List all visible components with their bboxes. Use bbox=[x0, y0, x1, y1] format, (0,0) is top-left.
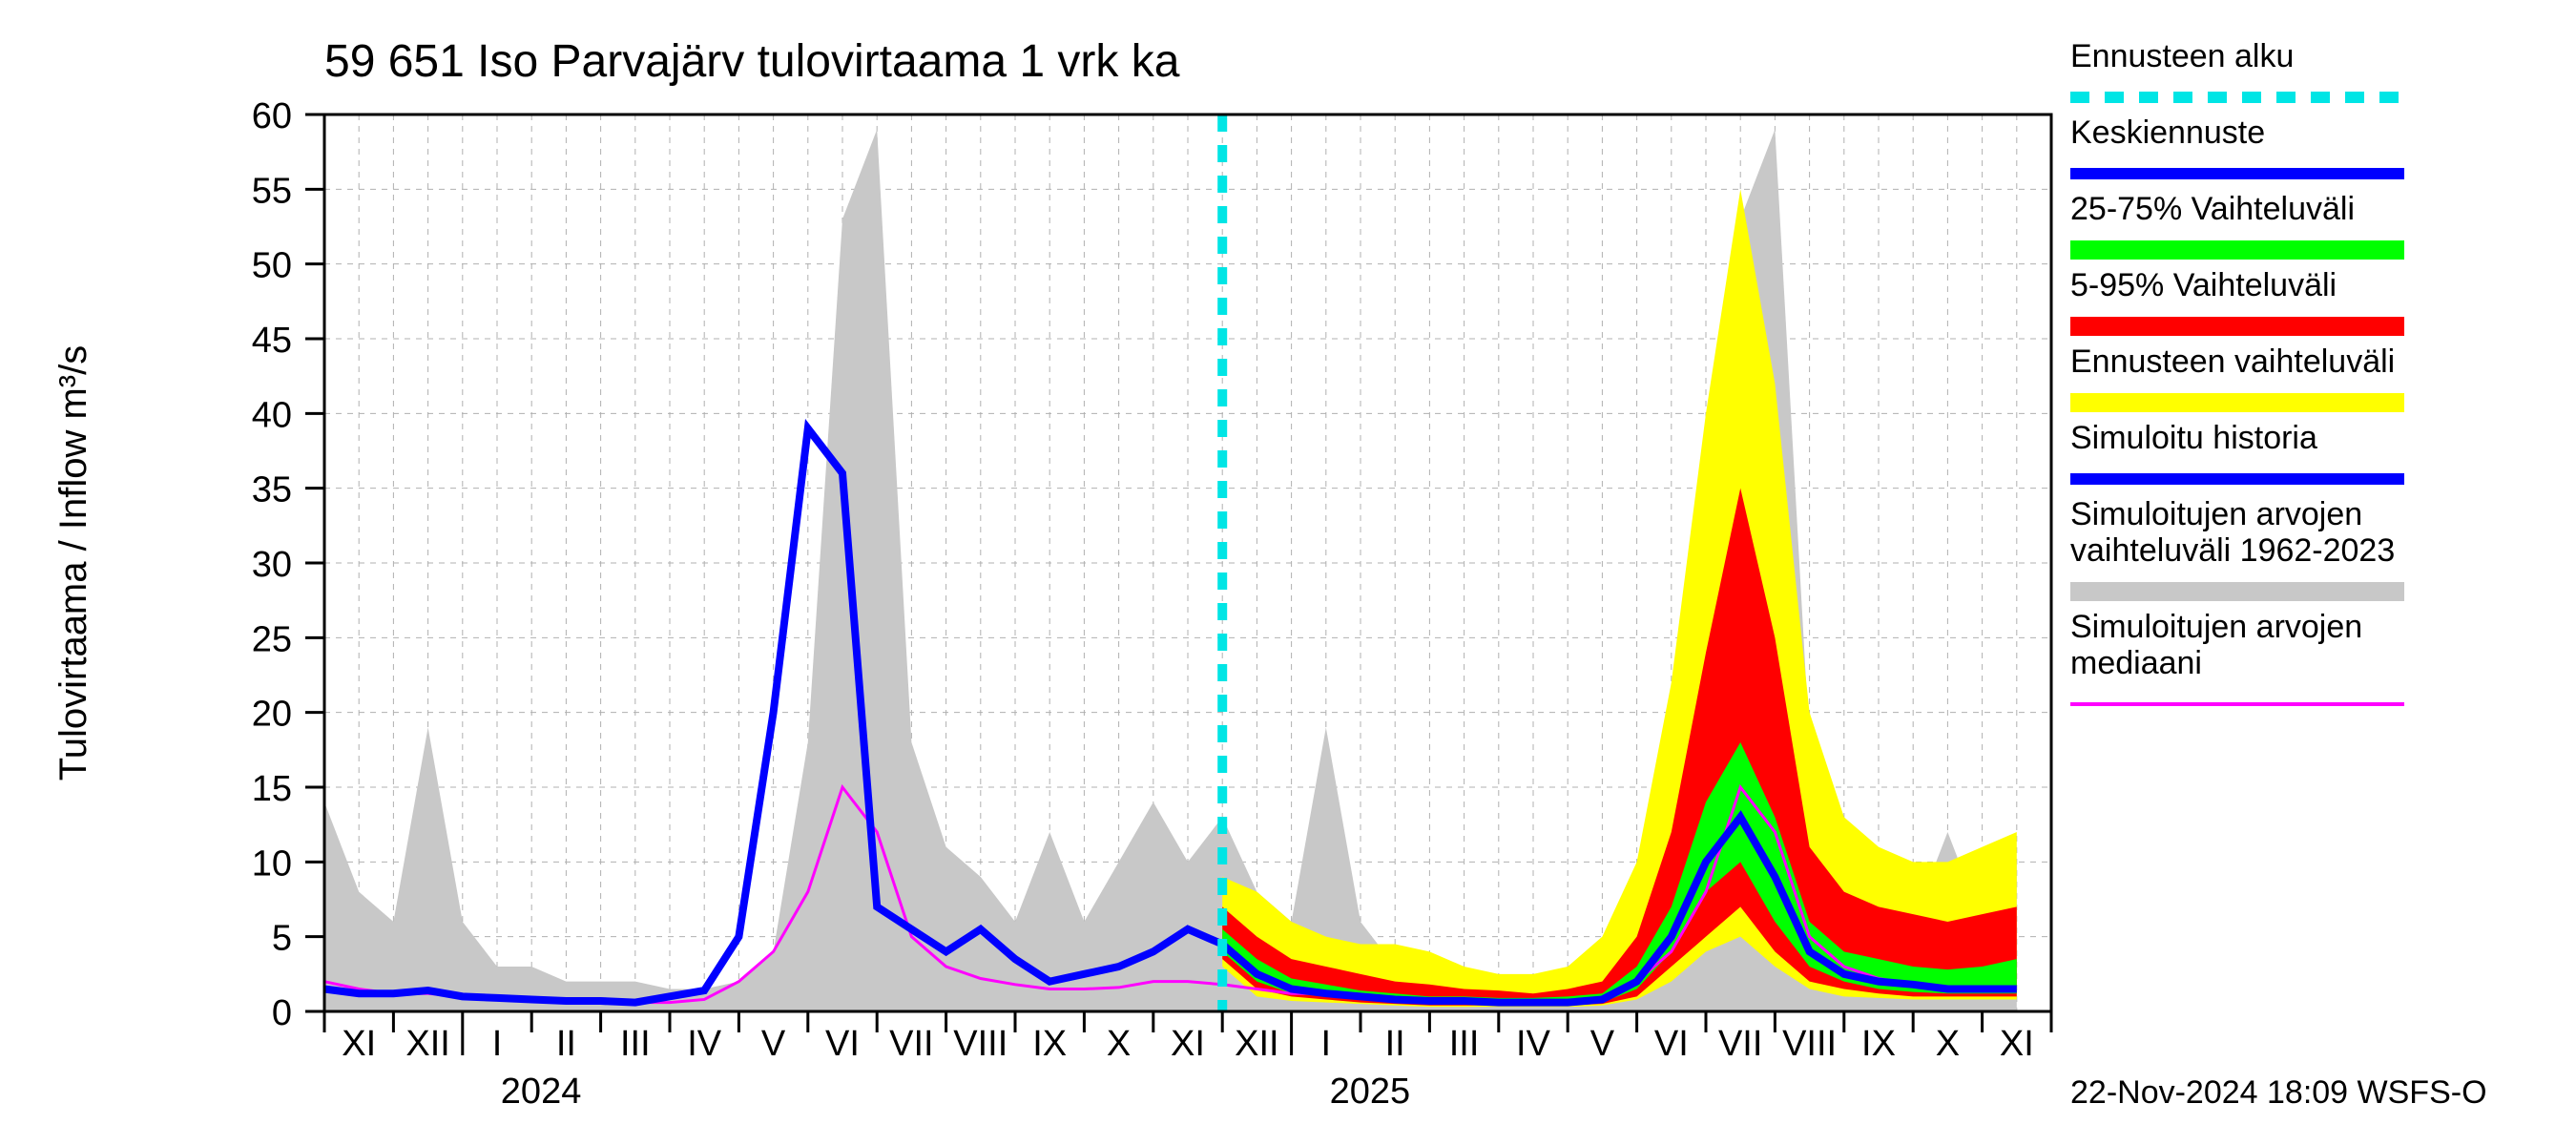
x-month-label: XI bbox=[342, 1024, 376, 1064]
x-month-label: IV bbox=[1516, 1024, 1551, 1064]
x-month-label: VIII bbox=[953, 1024, 1008, 1064]
chart-footer: 22-Nov-2024 18:09 WSFS-O bbox=[2070, 1074, 2487, 1111]
x-month-label: XII bbox=[405, 1024, 449, 1064]
x-month-label: I bbox=[1321, 1024, 1332, 1064]
x-month-label: VI bbox=[1654, 1024, 1689, 1064]
y-tick-label: 35 bbox=[252, 470, 292, 510]
y-tick-label: 25 bbox=[252, 619, 292, 659]
x-year-label: 2024 bbox=[501, 1072, 582, 1112]
y-tick-label: 10 bbox=[252, 843, 292, 884]
x-month-label: VII bbox=[1718, 1024, 1762, 1064]
x-month-label: VI bbox=[825, 1024, 860, 1064]
y-tick-label: 15 bbox=[252, 769, 292, 809]
x-month-label: III bbox=[620, 1024, 651, 1064]
x-month-label: II bbox=[1385, 1024, 1405, 1064]
legend-swatch bbox=[2070, 393, 2404, 412]
x-month-label: III bbox=[1449, 1024, 1480, 1064]
x-month-label: XI bbox=[2000, 1024, 2034, 1064]
legend-label: Simuloitu historia bbox=[2070, 420, 2317, 456]
y-tick-label: 5 bbox=[272, 919, 292, 959]
y-tick-label: 40 bbox=[252, 395, 292, 435]
legend-label: Simuloitujen arvojen bbox=[2070, 609, 2362, 645]
x-year-label: 2025 bbox=[1330, 1072, 1411, 1112]
legend-swatch bbox=[2070, 582, 2404, 601]
y-tick-label: 30 bbox=[252, 545, 292, 585]
y-tick-label: 45 bbox=[252, 321, 292, 361]
x-month-label: V bbox=[761, 1024, 786, 1064]
legend-swatch bbox=[2070, 240, 2404, 260]
y-tick-label: 20 bbox=[252, 695, 292, 735]
legend-label: Keskiennuste bbox=[2070, 114, 2265, 151]
legend-label: Ennusteen vaihteluväli bbox=[2070, 344, 2395, 380]
chart-svg: 051015202530354045505560XIXIIIIIIIIIVVVI… bbox=[0, 0, 2576, 1145]
x-month-label: IV bbox=[687, 1024, 722, 1064]
x-month-label: IX bbox=[1861, 1024, 1896, 1064]
x-month-label: V bbox=[1590, 1024, 1615, 1064]
y-axis-title: Tulovirtaama / Inflow m³/s bbox=[52, 345, 94, 781]
legend-label: mediaani bbox=[2070, 645, 2202, 681]
x-month-label: XII bbox=[1235, 1024, 1278, 1064]
legend-label: vaihteluväli 1962-2023 bbox=[2070, 532, 2395, 569]
y-tick-label: 55 bbox=[252, 171, 292, 211]
legend-label: Simuloitujen arvojen bbox=[2070, 496, 2362, 532]
y-tick-label: 0 bbox=[272, 993, 292, 1033]
x-month-label: VIII bbox=[1782, 1024, 1837, 1064]
chart-title: 59 651 Iso Parvajärv tulovirtaama 1 vrk … bbox=[324, 36, 1180, 87]
x-month-label: IX bbox=[1032, 1024, 1067, 1064]
x-month-label: X bbox=[1936, 1024, 1960, 1064]
legend-label: 25-75% Vaihteluväli bbox=[2070, 191, 2355, 227]
y-tick-label: 50 bbox=[252, 246, 292, 286]
x-month-label: I bbox=[492, 1024, 503, 1064]
x-month-label: VII bbox=[889, 1024, 933, 1064]
legend-label: 5-95% Vaihteluväli bbox=[2070, 267, 2337, 303]
x-month-label: II bbox=[556, 1024, 576, 1064]
x-month-label: X bbox=[1107, 1024, 1131, 1064]
legend-swatch bbox=[2070, 317, 2404, 336]
y-tick-label: 60 bbox=[252, 96, 292, 136]
legend-label: Ennusteen alku bbox=[2070, 38, 2294, 74]
chart-container: 051015202530354045505560XIXIIIIIIIIIVVVI… bbox=[0, 0, 2576, 1145]
x-month-label: XI bbox=[1171, 1024, 1205, 1064]
